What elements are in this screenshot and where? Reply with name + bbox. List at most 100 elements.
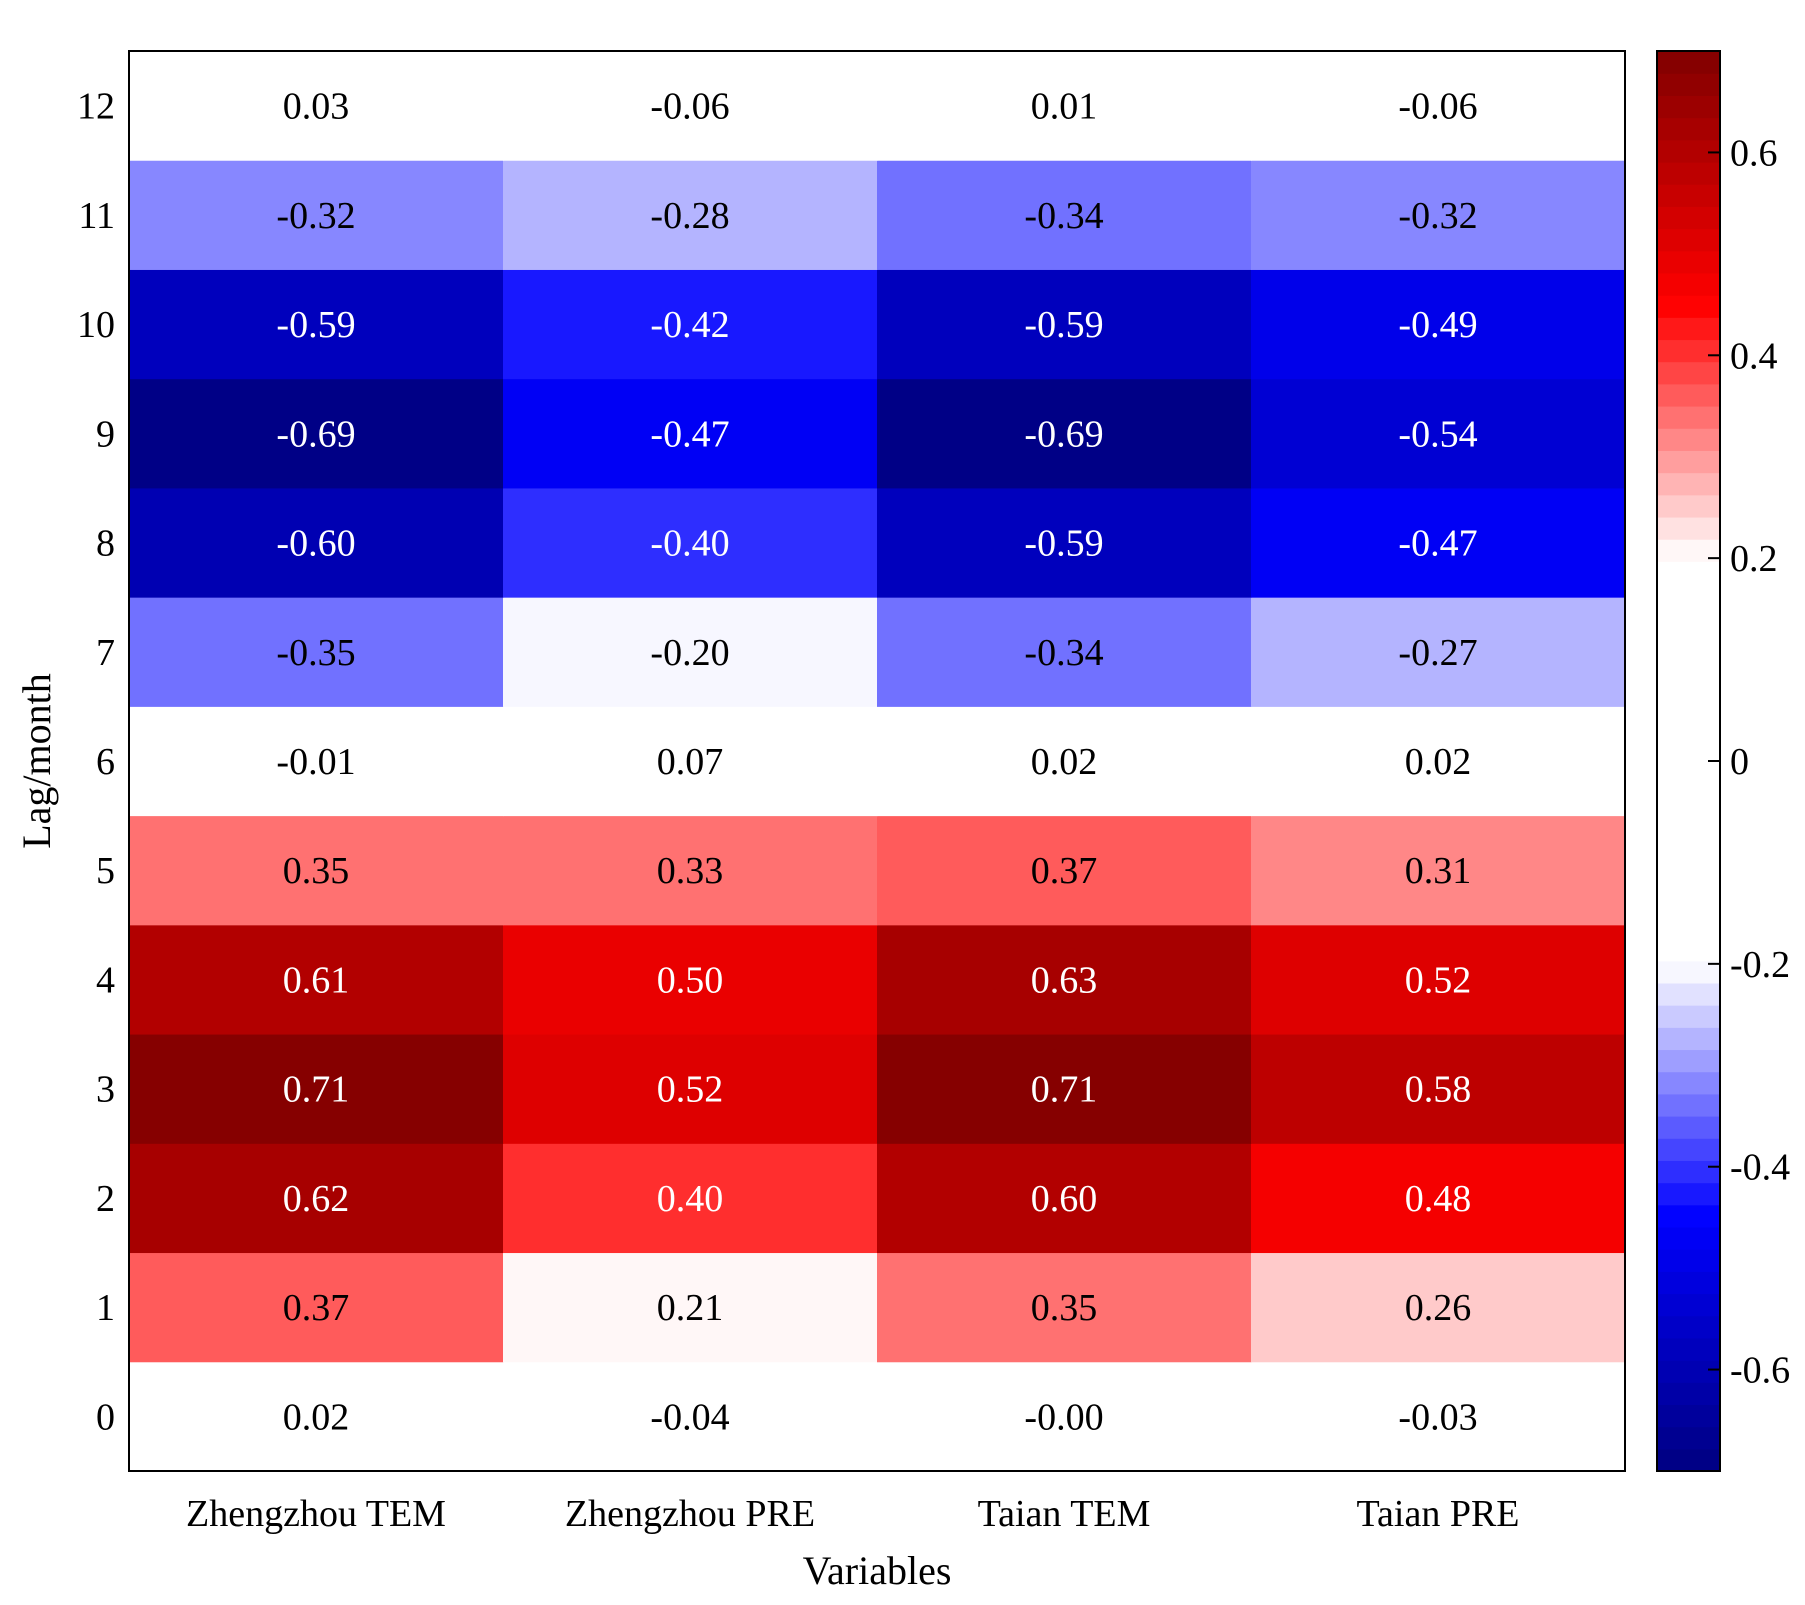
- heatmap-cell-labels: 0.02 -0.04 -0.00 -0.03 0.37 0.21 0.35 0.26 0.62 0…: [276, 86, 1477, 1439]
- heatmap-cell: [129, 160, 504, 270]
- cell-value-label: -0.59: [1024, 304, 1103, 346]
- x-tick-label: Taian TEM: [978, 1493, 1151, 1535]
- colorbar-segment: [1657, 361, 1720, 385]
- colorbar-segment: [1657, 1226, 1720, 1250]
- heatmap-cell: [1251, 1143, 1626, 1254]
- cell-value-label: 0.02: [1405, 741, 1472, 783]
- colorbar-segment: [1657, 428, 1720, 451]
- colorbar-segment: [1657, 1337, 1720, 1361]
- cell-value-label: 0.07: [657, 741, 724, 783]
- colorbar-tick-label: 0.6: [1730, 132, 1778, 174]
- y-tick-label: 8: [96, 523, 115, 565]
- heatmap-cell: [1251, 597, 1626, 707]
- cell-value-label: -0.06: [1398, 86, 1477, 128]
- heatmap-cell: [877, 160, 1252, 270]
- heatmap-cell: [1251, 1252, 1626, 1363]
- heatmap-cell: [1251, 1361, 1626, 1472]
- colorbar-segment: [1657, 539, 1720, 562]
- cell-value-label: 0.01: [1031, 86, 1098, 128]
- cell-value-label: -0.59: [276, 304, 355, 346]
- colorbar-segment: [1657, 761, 1720, 784]
- heatmap-cell: [503, 51, 878, 161]
- y-tick-label: 2: [96, 1178, 115, 1220]
- heatmap-cell: [1251, 487, 1626, 598]
- heatmap-cell: [877, 269, 1252, 380]
- colorbar-segment: [1657, 516, 1720, 540]
- heatmap-cell: [1251, 160, 1626, 270]
- cell-value-label: -0.35: [276, 632, 355, 674]
- colorbar-segment: [1657, 383, 1720, 407]
- cell-value-label: -0.27: [1398, 632, 1477, 674]
- plot-frame: [128, 50, 1626, 1472]
- colorbar-segment: [1657, 1204, 1720, 1228]
- cell-value-label: 0.52: [1405, 959, 1472, 1001]
- cell-value-label: 0.33: [657, 850, 724, 892]
- colorbar-segment: [1657, 1182, 1720, 1206]
- heatmap-cells: [129, 51, 1626, 1472]
- colorbar-segment: [1657, 1093, 1720, 1117]
- colorbar-segment: [1657, 1426, 1720, 1450]
- colorbar-tick-label: 0: [1730, 741, 1749, 783]
- cell-value-label: 0.02: [283, 1396, 350, 1438]
- colorbar-tick-label: -0.6: [1730, 1350, 1790, 1392]
- cell-value-label: 0.62: [283, 1178, 350, 1220]
- heatmap-cell: [503, 160, 878, 270]
- cell-value-label: -0.54: [1398, 413, 1477, 455]
- colorbar-segment: [1657, 1448, 1720, 1472]
- colorbar-tick-label: 0.4: [1730, 335, 1778, 377]
- x-axis-label: Variables: [803, 1548, 952, 1593]
- colorbar-segment: [1657, 694, 1720, 718]
- y-axis-label: Lag/month: [14, 673, 59, 849]
- colorbar-segment: [1657, 1027, 1720, 1051]
- x-tick-label: Zhengzhou TEM: [186, 1493, 446, 1535]
- colorbar-segment: [1657, 561, 1720, 585]
- colorbar-segment: [1657, 1071, 1720, 1095]
- cell-value-label: 0.61: [283, 959, 350, 1001]
- heatmap-cell: [503, 706, 878, 817]
- cell-value-label: 0.50: [657, 959, 724, 1001]
- heatmap-cell: [1251, 269, 1626, 380]
- cell-value-label: -0.04: [650, 1396, 729, 1438]
- colorbar-segment: [1657, 1249, 1720, 1272]
- y-tick-label: 11: [78, 195, 115, 237]
- colorbar-segment: [1657, 450, 1720, 474]
- heatmap-cell: [503, 487, 878, 598]
- cell-value-label: -0.49: [1398, 304, 1477, 346]
- cell-value-label: 0.02: [1031, 741, 1098, 783]
- colorbar-segment: [1657, 295, 1720, 318]
- cell-value-label: 0.35: [1031, 1287, 1098, 1329]
- cell-value-label: -0.60: [276, 523, 355, 565]
- heatmap-cell: [503, 1252, 878, 1363]
- colorbar-segment: [1657, 51, 1720, 74]
- cell-value-label: 0.37: [1031, 850, 1098, 892]
- colorbar-segment: [1657, 982, 1720, 1006]
- colorbar-segment: [1657, 894, 1720, 917]
- colorbar-segment: [1657, 716, 1720, 740]
- colorbar-segment: [1657, 73, 1720, 96]
- colorbar-segment: [1657, 228, 1720, 252]
- colorbar-segment: [1657, 783, 1720, 806]
- cell-value-label: -0.59: [1024, 523, 1103, 565]
- heatmap-cell: [503, 924, 878, 1035]
- cell-value-label: 0.48: [1405, 1178, 1472, 1220]
- colorbar-segment: [1657, 339, 1720, 363]
- heatmap-cell: [877, 1143, 1252, 1254]
- colorbar-segment: [1657, 95, 1720, 119]
- colorbar-segment: [1657, 1315, 1720, 1339]
- colorbar-segment: [1657, 1271, 1720, 1295]
- heatmap-cell: [129, 1143, 504, 1254]
- heatmap-cell: [503, 378, 878, 489]
- heatmap-cell: [877, 1034, 1252, 1144]
- heatmap-cell: [503, 269, 878, 380]
- cell-value-label: -0.34: [1024, 632, 1103, 674]
- cell-value-label: 0.60: [1031, 1178, 1098, 1220]
- heatmap-cell: [503, 1361, 878, 1472]
- y-tick-label: 12: [77, 86, 115, 128]
- cell-value-label: -0.69: [276, 413, 355, 455]
- cell-value-label: -0.00: [1024, 1396, 1103, 1438]
- heatmap-cell: [503, 1034, 878, 1144]
- colorbar-segment: [1657, 650, 1720, 673]
- cell-value-label: 0.71: [283, 1069, 350, 1111]
- colorbar-segment: [1657, 139, 1720, 163]
